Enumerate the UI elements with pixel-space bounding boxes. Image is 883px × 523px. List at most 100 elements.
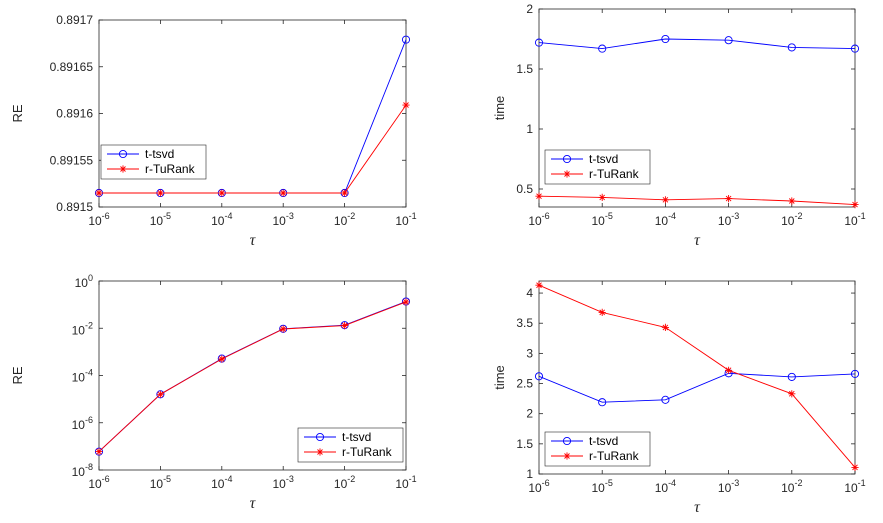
data-point-t-tsvd bbox=[661, 34, 670, 44]
y-tick-label: 0.8916 bbox=[56, 107, 93, 121]
y-tick-label: 10-2 bbox=[72, 320, 93, 337]
series-line-t-tsvd bbox=[538, 372, 856, 403]
panel-top-left-re: 10-6 10-5 10-4 10-3 10-2 10-1 0.8915 0.89155 0.8… bbox=[10, 13, 417, 249]
legend-box bbox=[544, 149, 651, 185]
data-point-r-TuRank bbox=[598, 308, 606, 316]
data-point-r-TuRank bbox=[788, 390, 796, 398]
x-tick-label: 10-3 bbox=[718, 478, 739, 495]
legend-box bbox=[544, 431, 651, 467]
data-point-r-TuRank bbox=[279, 189, 287, 197]
data-point-r-TuRank bbox=[535, 281, 543, 289]
data-point-t-tsvd bbox=[534, 372, 544, 381]
y-tick-label: 2.5 bbox=[516, 377, 533, 391]
legend-marker-r-TuRank bbox=[563, 170, 571, 178]
y-tick-label: 0.8915 bbox=[56, 200, 93, 214]
data-point-r-TuRank bbox=[851, 201, 859, 209]
legend-marker-t-tsvd bbox=[562, 154, 572, 164]
data-point-r-TuRank bbox=[95, 189, 103, 197]
data-point-r-TuRank bbox=[788, 197, 796, 205]
data-point-r-TuRank bbox=[598, 193, 606, 201]
legend-label-r-TuRank: r-TuRank bbox=[342, 445, 393, 459]
data-point-t-tsvd bbox=[661, 395, 670, 404]
series-line-t-tsvd bbox=[538, 38, 856, 50]
legend-label-r-TuRank: r-TuRank bbox=[145, 162, 196, 176]
y-tick-label: 0.89155 bbox=[50, 153, 94, 167]
data-point-r-TuRank bbox=[341, 189, 349, 197]
x-tick-label: 10-2 bbox=[781, 478, 802, 495]
x-tick-label: 10-2 bbox=[781, 211, 802, 228]
legend-marker-t-tsvd bbox=[118, 149, 128, 159]
data-point-r-TuRank bbox=[341, 322, 349, 330]
panel-top-right-time: 10-6 10-5 10-4 10-3 10-2 10-1 0.5 1 1.5 2 τ time t-t… bbox=[492, 2, 866, 249]
data-point-r-TuRank bbox=[402, 101, 410, 109]
x-tick-label: 10-4 bbox=[655, 478, 676, 495]
data-point-r-TuRank bbox=[218, 355, 226, 363]
data-point-r-TuRank bbox=[156, 390, 164, 398]
data-point-r-TuRank bbox=[279, 325, 287, 333]
y-tick-label: 100 bbox=[75, 273, 93, 290]
legend-label-t-tsvd: t-tsvd bbox=[589, 434, 618, 448]
x-tick-label: 10-6 bbox=[528, 478, 549, 495]
legend-label-t-tsvd: t-tsvd bbox=[589, 152, 618, 166]
data-point-t-tsvd bbox=[534, 38, 544, 47]
series-line-r-TuRank bbox=[99, 104, 407, 194]
y-tick-label: 0.89165 bbox=[50, 60, 94, 74]
legend-label-t-tsvd: t-tsvd bbox=[342, 430, 371, 444]
x-tick-label: 10-4 bbox=[211, 211, 232, 228]
panel-bottom-left-re-log: 10-6 10-5 10-4 10-3 10-2 10-110-810-610-410-2… bbox=[10, 273, 417, 512]
data-point-t-tsvd bbox=[401, 35, 411, 44]
y-tick-label: 2 bbox=[526, 2, 533, 16]
y-tick-label: 0.5 bbox=[516, 182, 533, 196]
legend-marker-r-TuRank bbox=[563, 452, 571, 460]
x-axis-label: τ bbox=[694, 499, 701, 516]
data-point-r-TuRank bbox=[535, 192, 543, 200]
y-axis-label: RE bbox=[10, 366, 25, 384]
y-axis-label: time bbox=[492, 96, 507, 121]
data-point-t-tsvd bbox=[598, 44, 607, 53]
data-point-t-tsvd bbox=[850, 44, 860, 53]
data-point-r-TuRank bbox=[725, 366, 733, 374]
y-axis-label: time bbox=[492, 365, 507, 390]
y-tick-label: 1 bbox=[526, 122, 533, 136]
y-tick-label: 3.5 bbox=[516, 316, 533, 330]
x-tick-label: 10-1 bbox=[395, 211, 416, 228]
data-point-r-TuRank bbox=[661, 196, 669, 204]
legend-marker-t-tsvd bbox=[315, 432, 325, 442]
x-tick-label: 10-3 bbox=[718, 211, 739, 228]
data-point-t-tsvd bbox=[787, 372, 796, 381]
data-point-t-tsvd bbox=[850, 369, 860, 378]
x-tick-label: 10-3 bbox=[273, 474, 294, 491]
x-tick-label: 10-1 bbox=[844, 478, 865, 495]
series-line-r-TuRank bbox=[538, 284, 856, 468]
x-tick-label: 10-6 bbox=[528, 211, 549, 228]
x-tick-label: 10-2 bbox=[334, 211, 355, 228]
y-tick-label: 10-8 bbox=[72, 462, 93, 479]
series-line-r-TuRank bbox=[98, 301, 407, 452]
data-point-r-TuRank bbox=[725, 195, 733, 203]
x-tick-label: 10-1 bbox=[844, 211, 865, 228]
data-point-r-TuRank bbox=[402, 298, 410, 306]
legend-label-r-TuRank: r-TuRank bbox=[589, 167, 640, 181]
data-point-r-TuRank bbox=[661, 323, 669, 331]
data-point-r-TuRank bbox=[851, 463, 859, 471]
legend-box bbox=[100, 144, 207, 180]
x-tick-label: 10-4 bbox=[211, 474, 232, 491]
x-tick-label: 10-4 bbox=[655, 211, 676, 228]
panel-bottom-right-time: 10-6 10-5 10-4 10-3 10-2 10-1 1 1.5 2 2.5 3 3.5 4 τ ti… bbox=[492, 280, 866, 516]
x-tick-label: 10-5 bbox=[150, 211, 171, 228]
x-tick-label: 10-5 bbox=[592, 478, 613, 495]
x-tick-label: 10-6 bbox=[88, 474, 109, 491]
x-tick-label: 10-1 bbox=[395, 474, 416, 491]
data-point-r-TuRank bbox=[218, 189, 226, 197]
y-tick-label: 1.5 bbox=[516, 437, 533, 451]
y-tick-label: 3 bbox=[526, 346, 533, 360]
y-tick-label: 4 bbox=[526, 286, 533, 300]
data-point-t-tsvd bbox=[724, 36, 733, 45]
x-axis-label: τ bbox=[250, 232, 257, 249]
y-tick-label: 2 bbox=[526, 407, 533, 421]
series-line-r-TuRank bbox=[538, 195, 856, 206]
y-tick-label: 0.8917 bbox=[56, 13, 93, 27]
